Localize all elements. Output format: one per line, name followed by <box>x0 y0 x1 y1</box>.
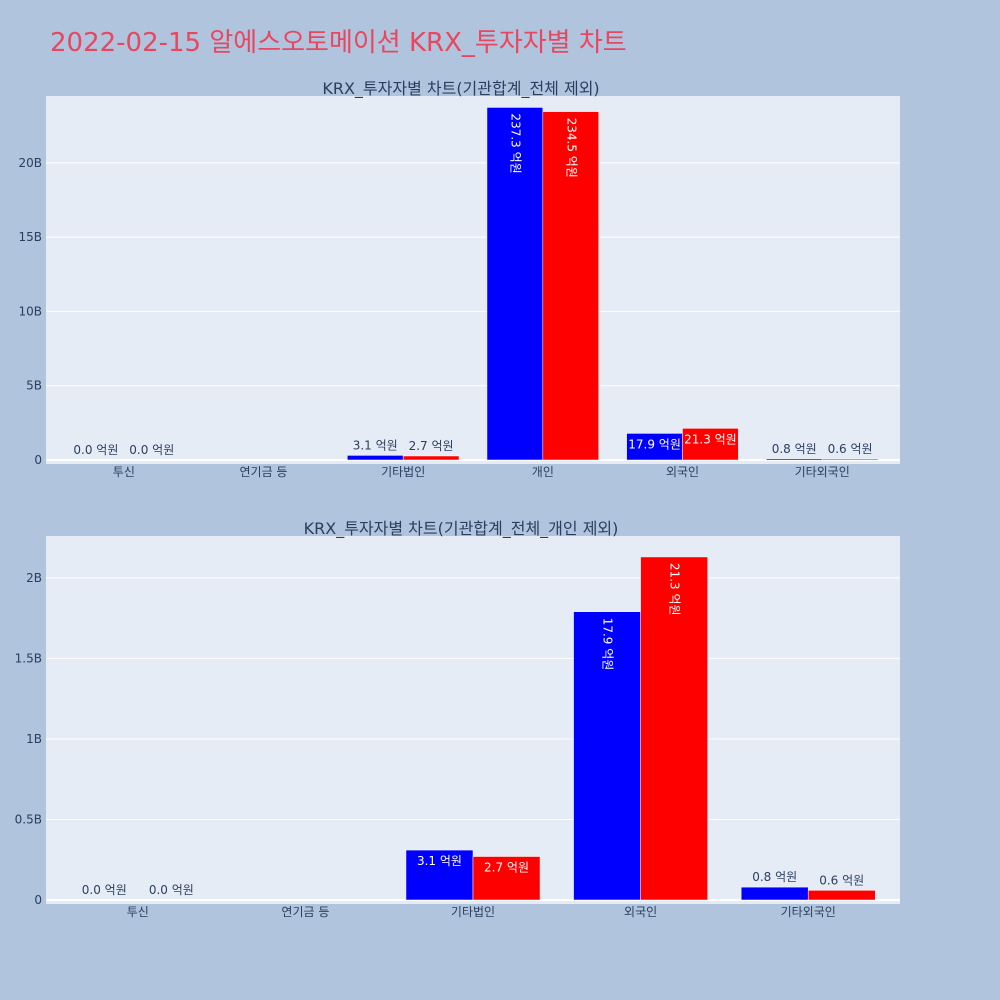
plot-area <box>46 96 900 464</box>
bar-value-label: 3.1 억원 <box>417 854 462 868</box>
bar-value-label: 234.5 억원 <box>564 118 578 178</box>
bar <box>682 428 739 461</box>
bar <box>821 458 879 461</box>
x-tick-label: 기타외국인 <box>795 465 850 479</box>
chart-title: KRX_투자자별 차트(기관합계_전체_개인 제외) <box>304 519 619 539</box>
y-tick-label: 0 <box>34 453 42 467</box>
x-tick-label: 연기금 등 <box>281 905 329 919</box>
bar-value-label: 2.7 억원 <box>484 861 529 875</box>
bar <box>542 111 599 461</box>
bar-value-label: 21.3 억원 <box>668 563 682 616</box>
x-tick-label: 투신 <box>113 465 135 479</box>
bar-value-label: 0.6 억원 <box>828 442 873 456</box>
y-tick-label: 20B <box>18 156 42 170</box>
y-tick-label: 1.5B <box>15 651 42 665</box>
x-tick-label: 기타외국인 <box>781 905 836 919</box>
bar <box>573 611 641 901</box>
y-tick-label: 5B <box>26 379 42 393</box>
bar-value-label: 3.1 억원 <box>353 438 398 452</box>
y-tick-label: 15B <box>18 230 42 244</box>
x-tick-label: 투신 <box>127 905 149 919</box>
bar <box>347 455 404 461</box>
x-tick-label: 기타법인 <box>451 905 495 919</box>
bar-value-label: 17.9 억원 <box>601 618 615 671</box>
bar <box>740 886 809 901</box>
bar <box>405 849 474 901</box>
y-tick-label: 2B <box>26 571 42 585</box>
bar-value-label: 0.6 억원 <box>819 873 864 887</box>
plot-area <box>46 536 900 904</box>
bar <box>807 890 876 901</box>
page-title: 2022-02-15 알에스오토메이션 KRX_투자자별 차트 <box>50 28 627 58</box>
bar <box>472 856 541 901</box>
bar <box>640 556 708 901</box>
x-tick-label: 연기금 등 <box>240 465 288 479</box>
y-tick-label: 1B <box>26 732 42 746</box>
chart-1: 0 5B 10B 15B 20B KRX_투자자별 차트(기관합계_전체 제외) 투신 0.0… <box>18 79 900 479</box>
bar <box>486 107 544 461</box>
bar-value-label: 0.0 억원 <box>129 443 174 457</box>
bar-value-label: 0.8 억원 <box>772 442 817 456</box>
x-tick-label: 외국인 <box>666 465 699 479</box>
bar-value-label: 0.0 억원 <box>73 443 118 457</box>
bar-value-label: 0.8 억원 <box>752 870 797 884</box>
bar-value-label: 237.3 억원 <box>508 113 522 173</box>
bar-value-label: 0.0 억원 <box>82 883 127 897</box>
bar-value-label: 2.7 억원 <box>409 439 454 453</box>
chart-title: KRX_투자자별 차트(기관합계_전체 제외) <box>322 79 599 99</box>
bar-value-label: 21.3 억원 <box>684 432 737 446</box>
bar-value-label: 0.0 억원 <box>149 883 194 897</box>
chart-2: 0 0.5B 1B 1.5B 2B KRX_투자자별 차트(기관합계_전체_개인 제외) 투… <box>15 519 900 919</box>
bar-value-label: 17.9 억원 <box>628 437 681 451</box>
x-tick-label: 외국인 <box>624 905 657 919</box>
y-tick-label: 0.5B <box>15 812 42 826</box>
y-tick-label: 0 <box>34 893 42 907</box>
x-tick-label: 기타법인 <box>381 465 425 479</box>
y-tick-label: 10B <box>18 304 42 318</box>
bar <box>402 455 460 461</box>
x-tick-label: 개인 <box>532 465 554 479</box>
bar <box>766 458 823 461</box>
